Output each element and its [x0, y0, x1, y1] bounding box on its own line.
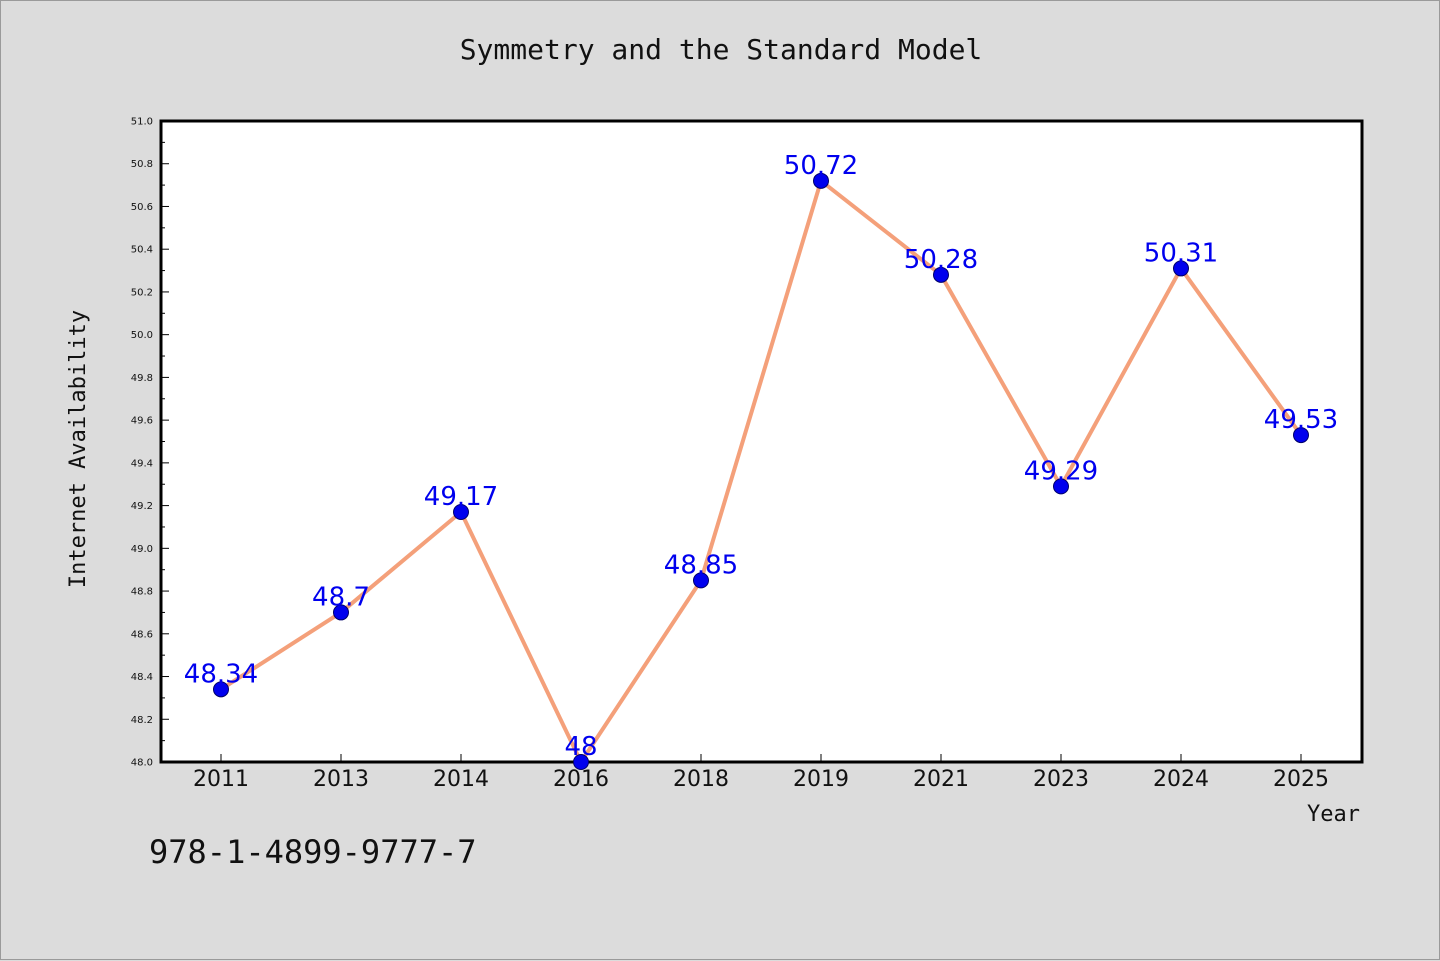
y-axis-title: Internet Availability — [66, 310, 91, 588]
x-tick-label: 2016 — [553, 767, 609, 792]
data-label: 49.53 — [1264, 405, 1338, 435]
y-tick-label: 49.4 — [131, 458, 153, 469]
y-tick-label: 48.6 — [131, 629, 153, 640]
series-line — [219, 178, 1303, 764]
y-tick-label: 49.2 — [131, 501, 153, 512]
data-label: 49.29 — [1024, 456, 1098, 486]
x-axis-title: Year — [1307, 802, 1360, 827]
data-label: 49.17 — [424, 482, 498, 512]
chart-title: Symmetry and the Standard Model — [459, 33, 983, 66]
data-point — [1293, 427, 1309, 444]
y-axis: 48.0 48.2 48.4 48.6 48.8 49.0 49.2 49.4 49.6 49.8… — [131, 117, 169, 769]
y-tick-label: 49.8 — [131, 373, 153, 384]
y-tick-label: 50.2 — [131, 287, 153, 298]
data-point — [573, 754, 589, 770]
y-tick-label: 50.4 — [131, 245, 153, 256]
data-point — [453, 504, 469, 521]
isbn-text: 978-1-4899-9777-7 — [149, 833, 477, 871]
data-point — [333, 604, 349, 621]
data-label: 48.7 — [312, 582, 370, 612]
y-tick-label: 51.0 — [131, 117, 153, 128]
y-tick-label: 50.0 — [131, 330, 153, 341]
y-tick-label: 48.0 — [131, 758, 153, 769]
x-tick-label: 2014 — [433, 767, 489, 792]
data-point — [213, 681, 229, 698]
x-tick-label: 2019 — [793, 767, 849, 792]
data-point — [813, 172, 829, 189]
x-tick-label: 2021 — [913, 767, 969, 792]
data-label: 50.72 — [784, 151, 858, 181]
y-tick-label: 49.0 — [131, 544, 153, 555]
data-label-layer: 48.34 48.7 49.17 48 48.85 50.72 50.28 49.29 50.3… — [184, 151, 1338, 762]
series-layer — [213, 172, 1309, 770]
y-tick-label: 48.8 — [131, 587, 153, 598]
x-tick-label: 2025 — [1273, 767, 1329, 792]
y-tick-label: 48.2 — [131, 715, 153, 726]
x-tick-label: 2013 — [313, 767, 369, 792]
data-label: 48 — [564, 732, 597, 762]
x-tick-label: 2018 — [673, 767, 729, 792]
data-label: 50.31 — [1144, 238, 1218, 268]
x-tick-label: 2024 — [1153, 767, 1209, 792]
x-axis: 2011 2013 2014 2016 2018 2019 2021 2023 2024 2025 — [193, 754, 1329, 792]
y-tick-label: 48.4 — [131, 672, 153, 683]
data-point — [693, 572, 709, 589]
data-point — [1173, 260, 1189, 277]
data-label: 48.85 — [664, 550, 738, 580]
y-tick-label: 49.6 — [131, 416, 153, 427]
y-tick-label: 50.8 — [131, 159, 153, 170]
plot-area — [159, 119, 1364, 764]
x-tick-label: 2011 — [193, 767, 249, 792]
data-point — [933, 266, 949, 283]
data-point — [1053, 478, 1069, 495]
y-tick-label: 50.6 — [131, 202, 153, 213]
data-label: 50.28 — [904, 245, 978, 275]
x-tick-label: 2023 — [1033, 767, 1089, 792]
data-label: 48.34 — [184, 659, 258, 689]
